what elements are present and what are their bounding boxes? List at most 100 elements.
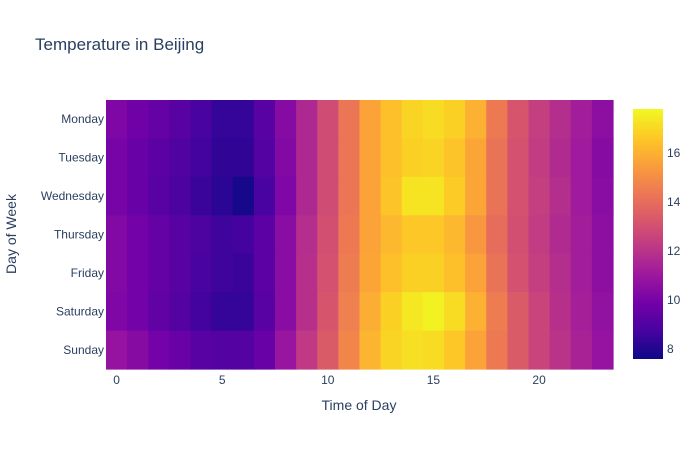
x-tick-label: 5	[219, 373, 226, 387]
heatmap-cell	[401, 253, 424, 293]
heatmap-cell	[507, 100, 530, 140]
heatmap-cell	[380, 176, 403, 216]
heatmap-cell	[465, 253, 487, 293]
heatmap-cell	[253, 292, 276, 332]
heatmap-cell	[190, 292, 213, 332]
heatmap-cell	[211, 253, 234, 293]
heatmap-cell	[549, 176, 572, 216]
heatmap-cell	[211, 330, 234, 370]
heatmap-cell	[549, 215, 572, 255]
heatmap-cell	[401, 330, 424, 370]
heatmap-cell	[570, 253, 593, 293]
x-tick-label: 0	[113, 373, 120, 387]
heatmap-cell	[591, 330, 614, 370]
x-tick-label: 20	[532, 373, 546, 387]
heatmap-cell	[169, 215, 192, 255]
heatmap-cell	[528, 292, 551, 332]
heatmap-cell	[275, 215, 297, 255]
x-tick-label: 15	[427, 373, 441, 387]
heatmap-cell	[148, 100, 170, 140]
heatmap-cell	[106, 253, 128, 293]
heatmap-cell	[422, 292, 445, 332]
heatmap-cell	[232, 292, 255, 332]
heatmap-cell	[106, 138, 128, 178]
heatmap-cell	[296, 292, 318, 332]
heatmap-cell	[317, 138, 339, 178]
heatmap-cell	[570, 292, 593, 332]
heatmap-cell	[127, 253, 149, 293]
heatmap-cell	[169, 330, 192, 370]
heatmap-cell	[148, 292, 170, 332]
heatmap-cell	[127, 292, 149, 332]
heatmap-cell	[296, 253, 318, 293]
heatmap-cell	[465, 138, 487, 178]
heatmap-cell	[486, 176, 508, 216]
heatmap-cell	[486, 253, 508, 293]
heatmap-cell	[422, 215, 445, 255]
heatmap-cell	[507, 215, 530, 255]
heatmap-cell	[232, 100, 255, 140]
heatmap-cell	[338, 330, 361, 370]
heatmap-cell	[275, 100, 297, 140]
heatmap-cell	[232, 215, 255, 255]
heatmap-cell	[528, 138, 551, 178]
colorbar	[633, 109, 663, 359]
colorbar-tick-label: 14	[667, 195, 681, 209]
heatmap-cell	[444, 138, 466, 178]
heatmap-cell	[444, 176, 466, 216]
heatmap-cell	[465, 100, 487, 140]
heatmap-cell	[253, 253, 276, 293]
heatmap-cell	[528, 330, 551, 370]
heatmap-cell	[275, 253, 297, 293]
heatmap-cell	[127, 176, 149, 216]
heatmap-cell	[570, 330, 593, 370]
heatmap-cell	[465, 330, 487, 370]
heatmap-cell	[401, 215, 424, 255]
heatmap-cell	[591, 215, 614, 255]
heatmap-cell	[317, 176, 339, 216]
heatmap-cell	[106, 100, 128, 140]
heatmap-cell	[253, 176, 276, 216]
heatmap-cell	[444, 253, 466, 293]
heatmap-cell	[570, 100, 593, 140]
heatmap-cell	[275, 330, 297, 370]
heatmap-cell	[190, 138, 213, 178]
heatmap-cell	[232, 330, 255, 370]
heatmap-cell	[507, 292, 530, 332]
heatmap-cell	[253, 100, 276, 140]
heatmap-cell	[591, 138, 614, 178]
heatmap-cell	[275, 138, 297, 178]
colorbar-tick-label: 10	[667, 293, 681, 307]
y-tick-label: Saturday	[56, 304, 104, 318]
heatmap-cell	[106, 215, 128, 255]
heatmap-cell	[465, 292, 487, 332]
x-axis-title: Time of Day	[322, 397, 397, 413]
heatmap-cell	[211, 138, 234, 178]
heatmap-cell	[338, 100, 361, 140]
heatmap-cell	[380, 138, 403, 178]
heatmap-cell	[275, 292, 297, 332]
heatmap-cell	[570, 138, 593, 178]
heatmap-cell	[106, 292, 128, 332]
y-tick-label: Tuesday	[58, 151, 104, 165]
x-tick-label: 10	[321, 373, 335, 387]
heatmap-cell	[422, 330, 445, 370]
heatmap-cell	[127, 100, 149, 140]
heatmap-cell	[317, 100, 339, 140]
heatmap-cell	[148, 176, 170, 216]
heatmap-cell	[317, 292, 339, 332]
heatmap-cell	[338, 253, 361, 293]
heatmap-cell	[106, 176, 128, 216]
colorbar-tick-label: 12	[667, 244, 681, 258]
heatmap-cell	[211, 292, 234, 332]
heatmap-cell	[253, 138, 276, 178]
heatmap-cell	[359, 292, 382, 332]
heatmap-cell	[591, 176, 614, 216]
heatmap-cell	[359, 176, 382, 216]
heatmap-cell	[549, 292, 572, 332]
heatmap-cell	[401, 176, 424, 216]
heatmap-cell	[444, 100, 466, 140]
heatmap-cell	[444, 215, 466, 255]
heatmap-cell	[190, 330, 213, 370]
